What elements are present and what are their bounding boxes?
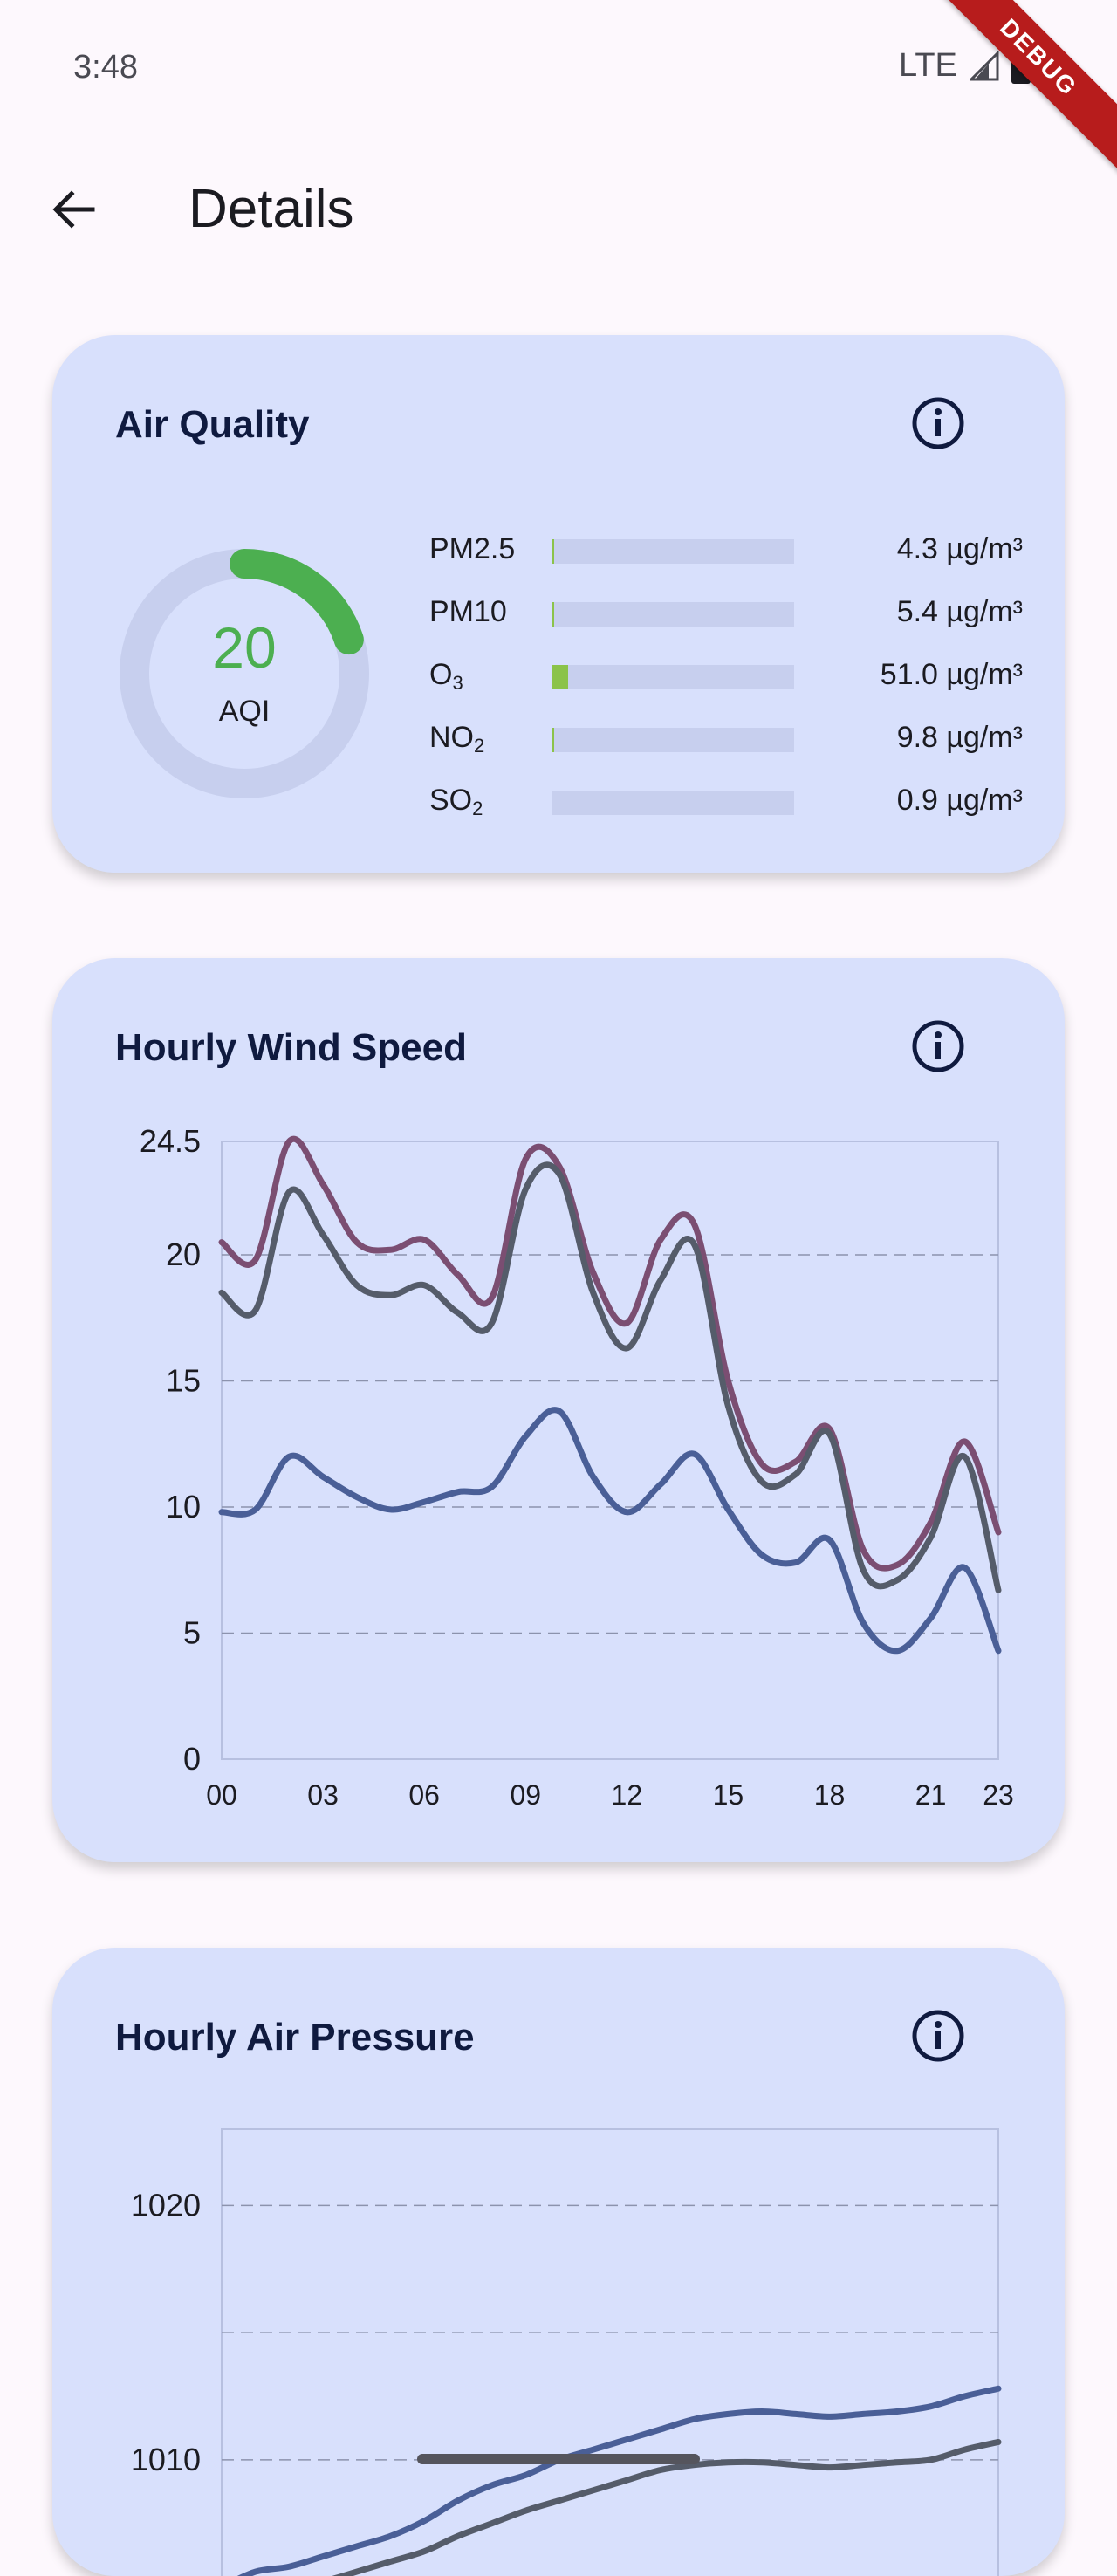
y-tick-label: 1020: [131, 2187, 201, 2223]
aqi-gauge: [120, 549, 369, 798]
info-icon[interactable]: [909, 1017, 967, 1075]
pollutant-value: 51.0 µg/m³: [880, 658, 1023, 691]
x-tick-label: 00: [206, 1779, 237, 1811]
pollutant-row-so2: SO2 0.9 µg/m³: [429, 780, 1023, 822]
pollutant-value: 0.9 µg/m³: [896, 784, 1023, 817]
pollutant-bar-fill: [552, 602, 554, 627]
pollutant-bar-fill: [552, 539, 554, 564]
wind-speed-card: Hourly Wind Speed 0 5 10 15 20 24.5 00 03 06 09 12…: [52, 958, 1065, 1862]
aqi-value: 20: [212, 615, 277, 680]
y-tick-label: 10: [166, 1489, 201, 1524]
pollutant-bar-fill: [552, 728, 554, 752]
air-pressure-chart: 1010 1020: [131, 2128, 1002, 2576]
pollutant-row-pm25: PM2.5 4.3 µg/m³: [429, 529, 1023, 571]
y-tick-label: 15: [166, 1363, 201, 1399]
x-tick-label: 09: [510, 1779, 541, 1811]
y-tick-label: 20: [166, 1237, 201, 1272]
signal-icon: [969, 51, 999, 80]
aqi-gauge-arc: [230, 549, 364, 655]
pollutant-row-pm10: PM10 5.4 µg/m³: [429, 592, 1023, 634]
x-tick-label: 18: [814, 1779, 846, 1811]
x-tick-label: 03: [307, 1779, 339, 1811]
page-title: Details: [188, 179, 354, 239]
aqi-label: AQI: [218, 695, 271, 728]
arrow-left-icon: [52, 190, 95, 229]
x-tick-label: 06: [408, 1779, 440, 1811]
pollutant-name: SO2: [429, 784, 483, 819]
pollutant-row-o3: O3 51.0 µg/m³: [429, 654, 1023, 696]
info-icon[interactable]: [909, 2007, 967, 2065]
wind-speed-title: Hourly Wind Speed: [115, 1026, 467, 1069]
pollutant-name: PM2.5: [429, 532, 516, 565]
series-line: [218, 1161, 1002, 1593]
app-bar: Details: [0, 148, 1117, 271]
info-icon[interactable]: [909, 394, 967, 452]
air-pressure-title: Hourly Air Pressure: [115, 2016, 475, 2059]
x-tick-label: 15: [713, 1779, 744, 1811]
y-tick-label: 0: [183, 1741, 201, 1777]
plot-frame: [221, 2128, 999, 2576]
pollutant-bar: [552, 602, 794, 627]
air-quality-card: Air Quality 20 AQI PM2.5 4.3 µg/m³ PM10 …: [52, 335, 1065, 873]
pollutant-name: O3: [429, 658, 463, 694]
series-line: [218, 1407, 1002, 1655]
pollutant-name: PM10: [429, 595, 507, 628]
plot-frame: [221, 1141, 999, 1760]
x-tick-label: 12: [612, 1779, 643, 1811]
pollutant-bar: [552, 728, 794, 752]
pollutant-name: NO2: [429, 721, 485, 757]
pollutant-row-no2: NO2 9.8 µg/m³: [429, 717, 1023, 759]
pollutant-bar-fill: [552, 665, 569, 689]
air-quality-title: Air Quality: [115, 403, 310, 446]
pollutant-value: 4.3 µg/m³: [896, 532, 1023, 565]
back-button[interactable]: [38, 175, 108, 244]
y-tick-label: 1010: [131, 2442, 201, 2477]
pollutant-value: 5.4 µg/m³: [896, 595, 1023, 628]
y-tick-label: 5: [183, 1615, 201, 1651]
wind-speed-chart: 0 5 10 15 20 24.5 00 03 06 09 12 15 18 21 23: [140, 1123, 1014, 1811]
pollutant-bar: [552, 665, 794, 689]
pollutant-bar: [552, 791, 794, 815]
air-pressure-card: Hourly Air Pressure 1010 1020: [52, 1948, 1065, 2576]
series-line: [218, 1135, 1002, 1572]
network-label: LTE: [899, 47, 957, 84]
home-indicator[interactable]: [417, 2454, 700, 2464]
x-tick-label: 21: [915, 1779, 947, 1811]
status-bar: 3:48 LTE DEBUG: [0, 0, 1117, 203]
pollutant-bar: [552, 539, 794, 564]
x-tick-label: 23: [983, 1779, 1014, 1811]
y-tick-label: 24.5: [140, 1123, 201, 1159]
pollutant-value: 9.8 µg/m³: [896, 721, 1023, 754]
status-time: 3:48: [73, 49, 138, 86]
